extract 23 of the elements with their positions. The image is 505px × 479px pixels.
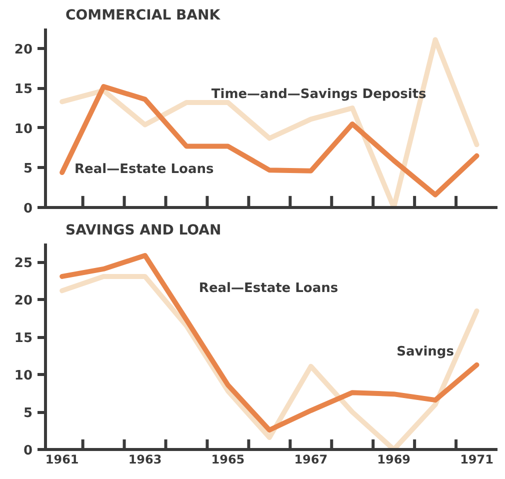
y-tick-label: 20 (14, 42, 33, 58)
series-label: Real—Estate Loans (74, 162, 214, 177)
chart-title: COMMERCIAL BANK (66, 8, 222, 24)
y-tick-label: 25 (14, 256, 33, 272)
series-label: Savings (396, 344, 454, 360)
y-tick-label: 10 (14, 122, 33, 137)
x-tick-label: 1967 (294, 452, 328, 466)
x-tick-label: 1971 (460, 452, 494, 466)
y-tick-label: 10 (14, 368, 33, 384)
y-tick-label: 15 (14, 331, 33, 346)
y-tick-label: 5 (23, 406, 32, 422)
x-tick-label: 1969 (377, 452, 411, 466)
y-tick-label: 15 (14, 82, 33, 98)
x-tick-label: 1961 (45, 452, 79, 466)
y-tick-label: 5 (23, 162, 32, 177)
y-tick-label: 20 (14, 294, 33, 309)
x-tick-label: 1963 (128, 452, 162, 466)
series-label: Time—and—Savings Deposits (211, 87, 427, 102)
y-tick-label: 0 (23, 444, 32, 458)
series-label: Real—Estate Loans (198, 280, 338, 296)
y-tick-label: 0 (23, 202, 32, 216)
chart-title: SAVINGS AND LOAN (66, 222, 222, 238)
x-tick-label: 1965 (211, 452, 245, 466)
